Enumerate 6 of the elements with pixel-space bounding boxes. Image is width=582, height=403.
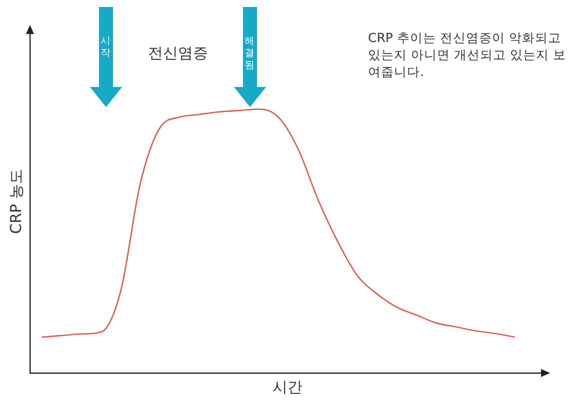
text: CRP 추이는 전신염증이 악화되고 있는지 아니면 개선되고 있는지 보여줍니다.: [368, 29, 567, 80]
y-axis-title: CRP 농도: [6, 169, 25, 234]
x-axis-title: 시간: [272, 378, 302, 396]
text: 시작: [100, 36, 111, 60]
text: 전신염증: [148, 44, 208, 63]
text: 해결됨: [244, 36, 255, 72]
